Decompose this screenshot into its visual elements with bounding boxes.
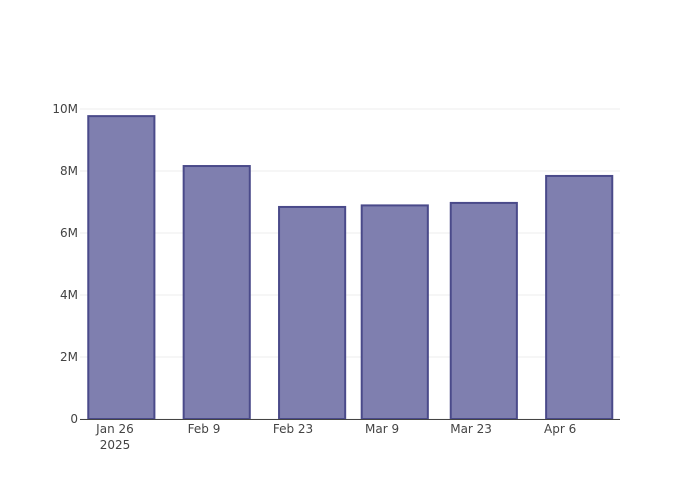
y-tick-label: 10M — [52, 102, 78, 116]
y-tick-label: 2M — [60, 350, 78, 364]
x-tick-label-line: Jan 26 — [95, 422, 134, 436]
x-tick-label: Jan 26 2025 — [95, 422, 134, 452]
x-tick-label-line: 2025 — [100, 438, 131, 452]
y-tick-label: 0 — [70, 412, 78, 426]
bar — [545, 174, 614, 420]
bar — [449, 201, 518, 420]
x-tick-label-line: Mar 23 — [450, 422, 492, 436]
x-tick-label: Mar 23 — [450, 422, 492, 436]
x-tick-label: Apr 6 — [544, 422, 576, 436]
x-tick-label: Feb 9 — [188, 422, 221, 436]
bar — [87, 115, 156, 420]
x-tick-label: Feb 23 — [273, 422, 313, 436]
y-tick-label: 8M — [60, 164, 78, 178]
y-tick-label: 4M — [60, 288, 78, 302]
y-tick-label: 6M — [60, 226, 78, 240]
x-tick-label: Mar 9 — [365, 422, 399, 436]
x-tick-label-line: Mar 9 — [365, 422, 399, 436]
x-tick-label-line: Feb 23 — [273, 422, 313, 436]
x-tick-label-line: Feb 9 — [188, 422, 221, 436]
bar — [360, 204, 429, 420]
x-tick-label-line: Apr 6 — [544, 422, 576, 436]
bar — [278, 205, 347, 420]
bar — [182, 165, 251, 420]
